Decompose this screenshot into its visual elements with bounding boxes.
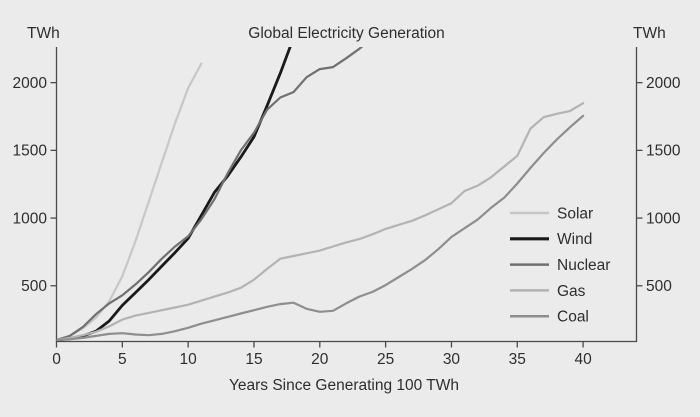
right-axis-unit-label: TWh (633, 25, 666, 42)
right-y-tick-label: 500 (646, 278, 672, 295)
series-lines (56, 47, 585, 342)
left-y-tick-label: 500 (21, 278, 47, 295)
axes: 500 500 1000 1000 1500 1500 2000 2000 0 5 10 15 20 25… (13, 47, 681, 368)
legend-label-coal: Coal (557, 309, 589, 326)
x-tick-label: 0 (52, 351, 61, 368)
legend-label-solar: Solar (557, 205, 593, 222)
left-y-tick-label: 1500 (13, 143, 48, 160)
x-tick-label: 20 (311, 351, 329, 368)
right-y-tick-label: 1500 (646, 143, 681, 160)
legend: Solar Wind Nuclear Gas Coal (510, 205, 610, 326)
x-axis-label: Years Since Generating 100 TWh (229, 377, 459, 394)
legend-label-gas: Gas (557, 283, 586, 300)
series-line-gas (56, 102, 585, 342)
series-line-nuclear (56, 47, 364, 342)
legend-label-wind: Wind (557, 231, 592, 248)
x-tick-label: 5 (118, 351, 127, 368)
x-tick-label: 40 (574, 351, 592, 368)
chart-title: Global Electricity Generation (248, 25, 444, 42)
x-tick-label: 35 (509, 351, 526, 368)
x-tick-label: 30 (443, 351, 461, 368)
x-tick-label: 15 (245, 351, 262, 368)
left-y-tick-label: 1000 (13, 210, 48, 227)
series-line-coal (56, 114, 585, 342)
x-tick-label: 25 (377, 351, 394, 368)
left-y-tick-label: 2000 (13, 75, 48, 92)
left-axis-unit-label: TWh (27, 25, 60, 42)
right-y-tick-label: 2000 (646, 75, 681, 92)
right-y-tick-label: 1000 (646, 210, 681, 227)
legend-label-nuclear: Nuclear (557, 257, 610, 274)
x-tick-label: 10 (180, 351, 198, 368)
series-line-wind (56, 47, 292, 342)
